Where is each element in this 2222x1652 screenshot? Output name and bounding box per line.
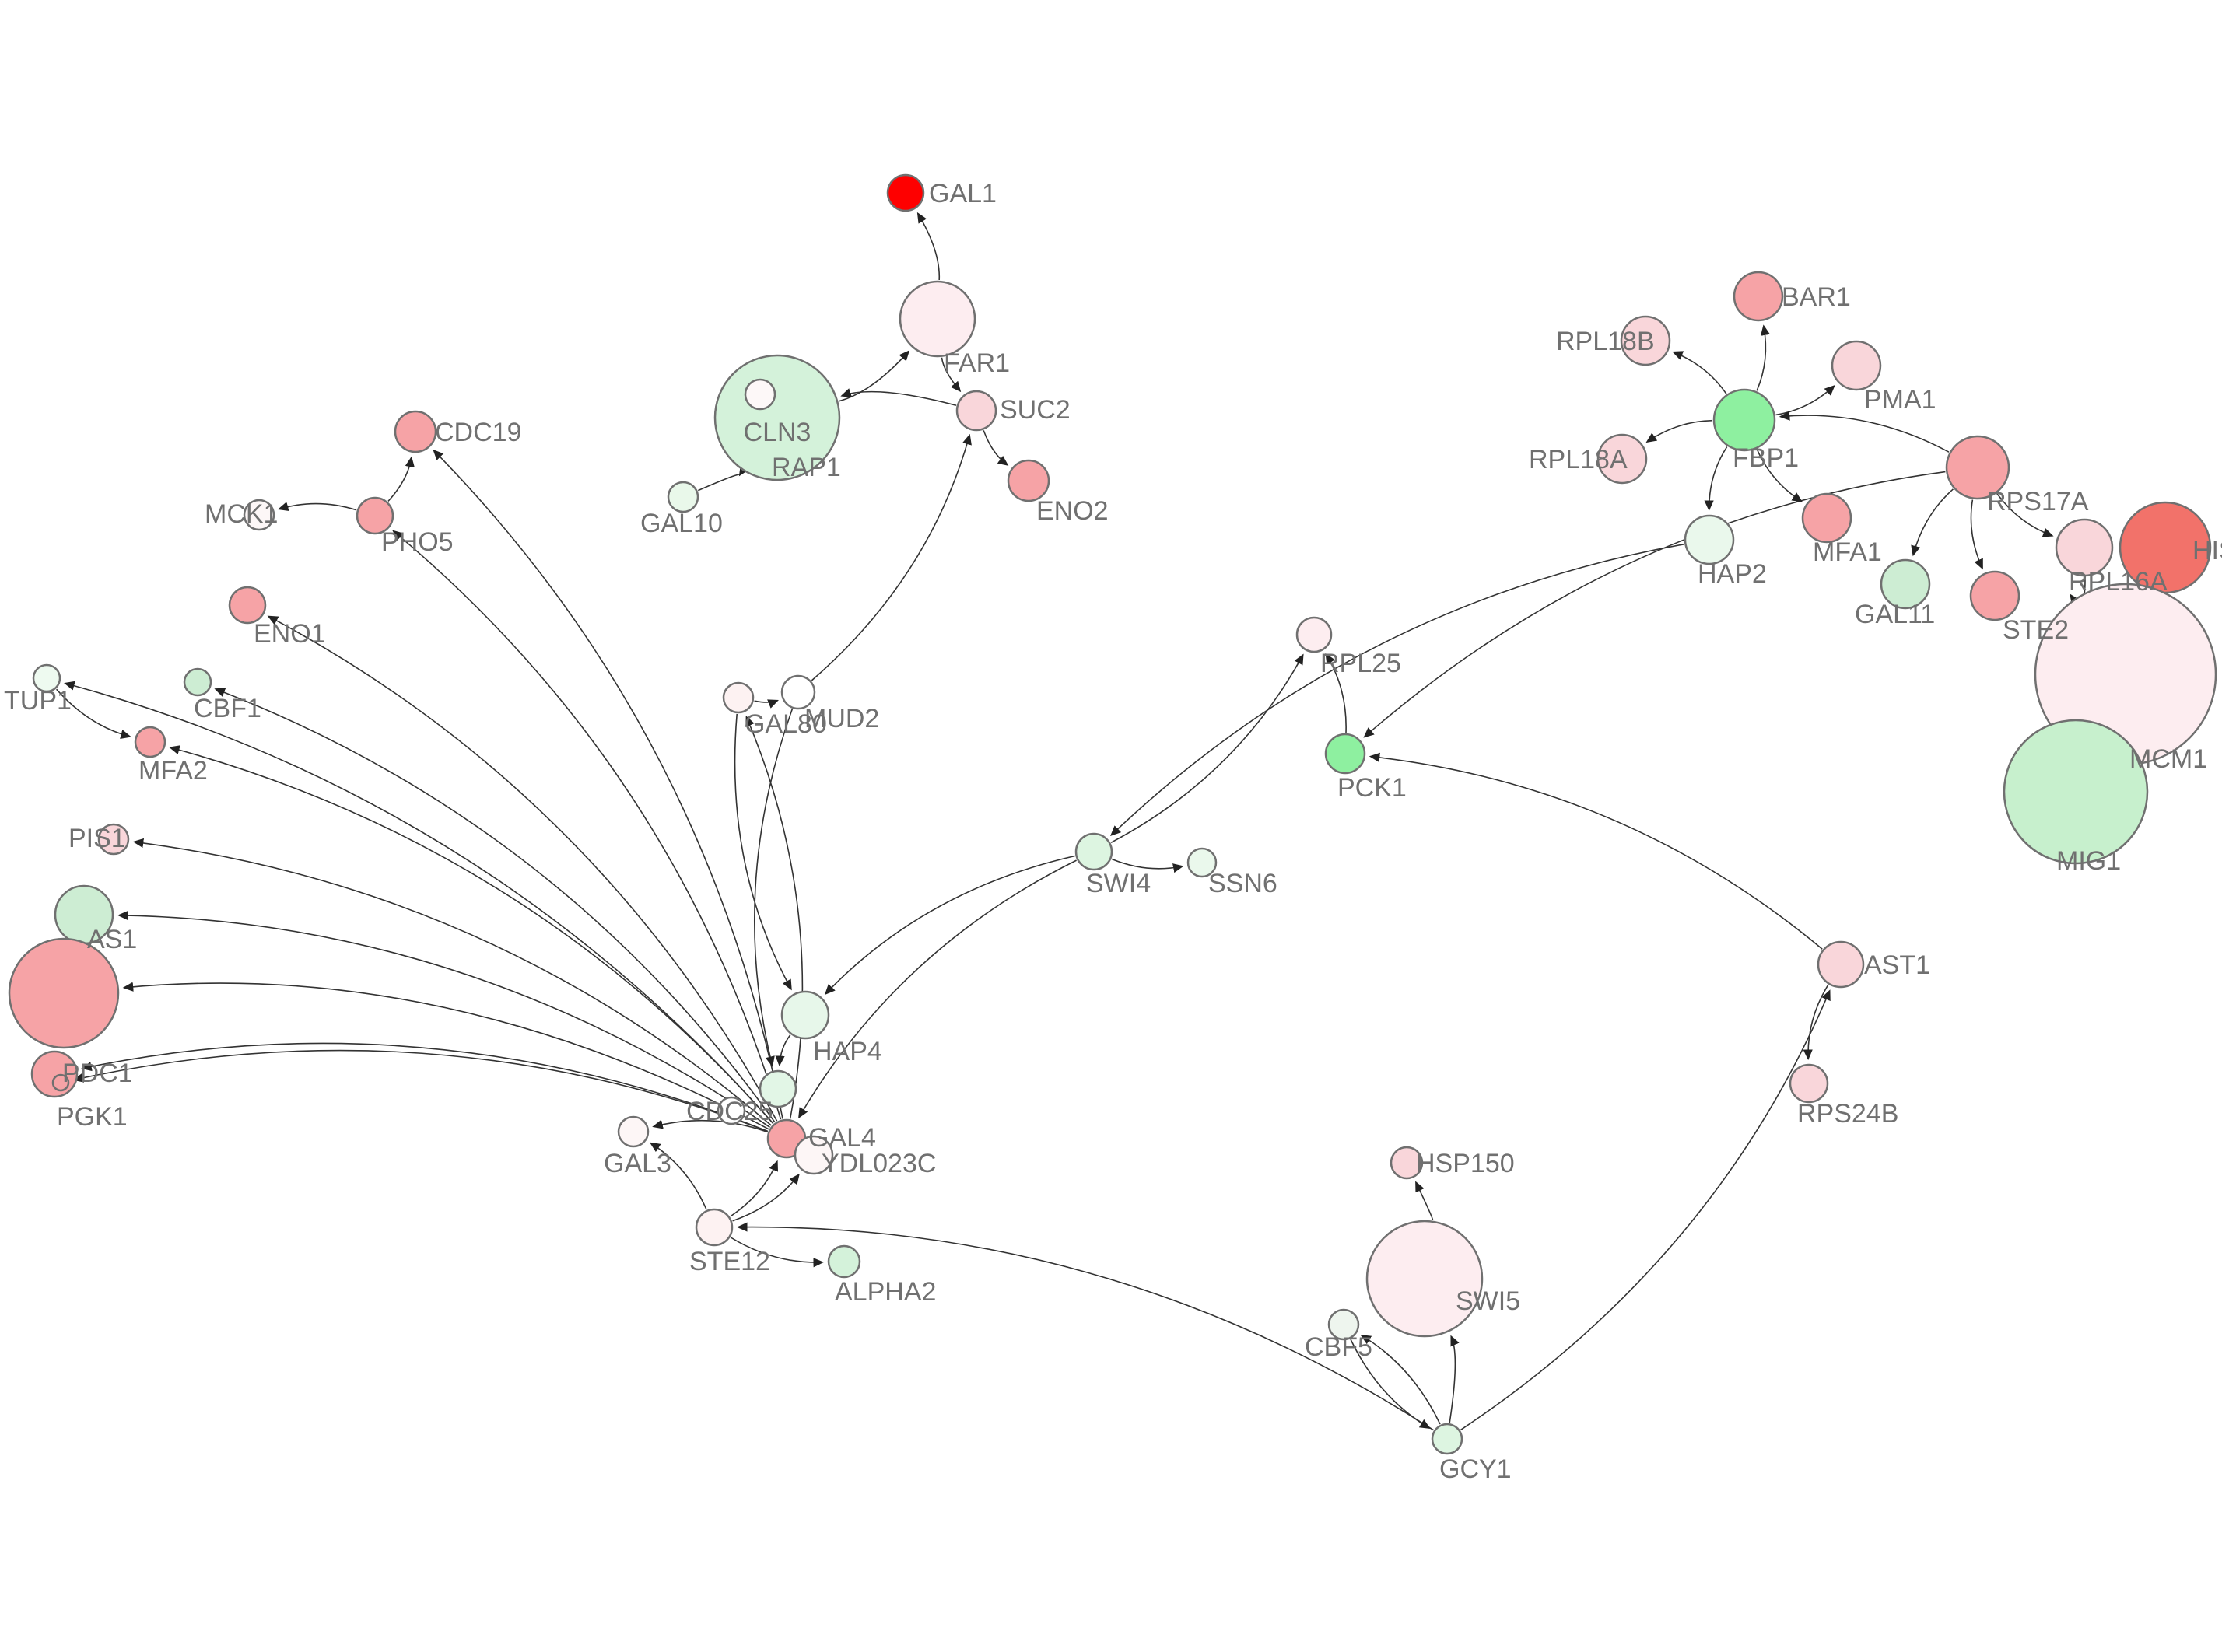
svg-text:MCK1: MCK1 [205,499,278,529]
svg-text:CBF5: CBF5 [1305,1332,1372,1362]
svg-text:HAP2: HAP2 [1698,559,1767,589]
svg-text:GAL1: GAL1 [929,179,997,208]
svg-text:BAR1: BAR1 [1782,282,1851,312]
svg-text:MCM1: MCM1 [2129,744,2207,774]
svg-text:RPL18B: RPL18B [1556,327,1655,356]
svg-text:YDL023C: YDL023C [822,1149,936,1178]
svg-text:PIS1: PIS1 [68,824,126,853]
svg-text:TUP1: TUP1 [4,686,72,716]
svg-text:MIG1: MIG1 [2056,846,2121,876]
svg-text:RPL16A: RPL16A [2069,567,2168,597]
svg-text:ENO2: ENO2 [1036,496,1109,526]
svg-text:RPS24B: RPS24B [1797,1099,1898,1129]
svg-text:GAL3: GAL3 [604,1149,671,1178]
svg-text:PCK1: PCK1 [1337,773,1407,803]
svg-text:PGK1: PGK1 [57,1102,128,1132]
svg-text:AS1: AS1 [87,925,137,954]
svg-text:CDC25: CDC25 [686,1097,773,1126]
svg-text:MUD2: MUD2 [804,704,879,733]
svg-text:SSN6: SSN6 [1208,869,1277,898]
svg-text:HAP4: HAP4 [813,1037,882,1066]
svg-text:SWI5: SWI5 [1456,1286,1520,1316]
svg-text:STE2: STE2 [2003,615,2069,645]
svg-text:AST1: AST1 [1864,950,1930,980]
svg-text:CDC19: CDC19 [435,418,521,447]
svg-text:GCY1: GCY1 [1439,1454,1512,1484]
svg-text:SUC2: SUC2 [1000,395,1071,425]
svg-text:ALPHA2: ALPHA2 [835,1277,936,1307]
svg-text:RPS17A: RPS17A [1987,487,2089,516]
svg-text:FAR1: FAR1 [944,348,1010,378]
svg-text:MFA1: MFA1 [1813,537,1882,567]
svg-text:GAL11: GAL11 [1855,600,1935,629]
svg-text:GAL10: GAL10 [640,509,723,538]
svg-text:PDC1: PDC1 [62,1059,133,1088]
svg-text:CBF1: CBF1 [194,694,261,723]
svg-text:MFA2: MFA2 [138,756,208,786]
svg-text:RPL18A: RPL18A [1529,445,1628,474]
svg-text:FBP1: FBP1 [1733,443,1799,473]
svg-text:HIS4: HIS4 [2192,536,2222,565]
svg-text:SWI4: SWI4 [1086,869,1151,898]
svg-text:RAP1: RAP1 [772,453,841,482]
svg-text:HSP150: HSP150 [1416,1149,1515,1178]
svg-text:STE12: STE12 [689,1247,770,1276]
svg-text:CLN3: CLN3 [744,418,811,447]
svg-text:PMA1: PMA1 [1864,385,1936,415]
svg-text:PHO5: PHO5 [381,527,454,557]
svg-text:RPL25: RPL25 [1320,649,1401,678]
svg-text:ENO1: ENO1 [254,619,326,649]
